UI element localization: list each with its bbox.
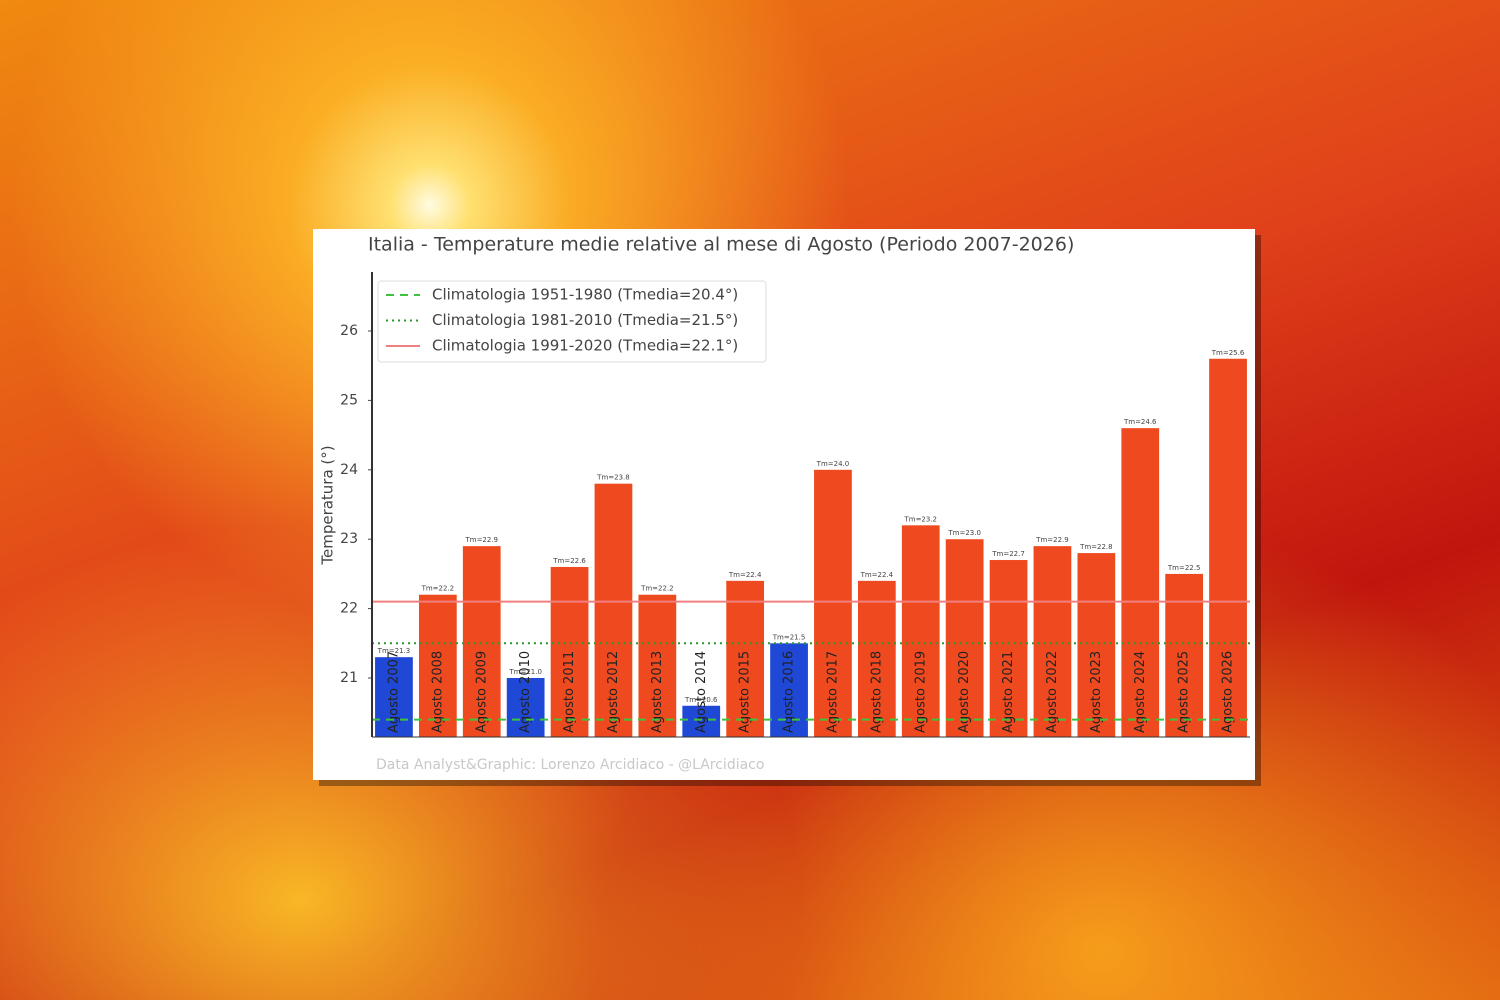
value-label: Tm=24.6 (1123, 418, 1157, 426)
bar (1209, 358, 1247, 737)
bar (1121, 428, 1160, 737)
bar (638, 594, 677, 737)
bar (726, 580, 765, 737)
value-label: Tm=22.4 (728, 571, 762, 579)
value-label: Tm=22.9 (1035, 536, 1069, 544)
value-label: Tm=21.3 (377, 647, 411, 655)
x-tick-label: Agosto 2016 (782, 651, 797, 733)
x-tick-label: Agosto 2020 (957, 651, 972, 733)
x-tick-label: Agosto 2021 (1001, 651, 1016, 733)
y-tick-label: 25 (340, 392, 358, 408)
x-tick-label: Agosto 2023 (1089, 651, 1104, 733)
value-label: Tm=21.0 (508, 668, 542, 676)
value-label: Tm=24.0 (816, 460, 850, 468)
value-label: Tm=22.7 (991, 550, 1025, 558)
y-tick-label: 21 (340, 670, 358, 686)
y-axis-label: Temperatura (°) (319, 445, 337, 565)
value-label: Tm=23.2 (903, 515, 937, 523)
x-tick-label: Agosto 2018 (869, 651, 884, 733)
value-label: Tm=25.6 (1211, 349, 1245, 357)
x-tick-label: Agosto 2026 (1221, 651, 1236, 733)
value-label: Tm=23.8 (596, 474, 630, 482)
value-label: Tm=20.6 (684, 696, 718, 704)
legend-label: Climatologia 1981-2010 (Tmedia=21.5°) (432, 311, 738, 329)
x-tick-label: Agosto 2017 (825, 651, 840, 733)
x-tick-label: Agosto 2022 (1045, 651, 1060, 733)
value-label: Tm=21.5 (772, 633, 806, 641)
value-label: Tm=22.2 (640, 585, 674, 593)
x-tick-label: Agosto 2008 (430, 651, 445, 733)
bar (814, 469, 852, 737)
bar (375, 657, 413, 737)
y-tick-label: 23 (340, 531, 358, 547)
value-label: Tm=22.6 (552, 557, 586, 565)
y-tick-label: 24 (340, 462, 358, 478)
legend-label: Climatologia 1991-2020 (Tmedia=22.1°) (432, 337, 738, 355)
bar (770, 643, 808, 737)
x-tick-label: Agosto 2025 (1177, 651, 1192, 733)
x-tick-label: Agosto 2013 (650, 651, 665, 733)
bar (550, 566, 589, 737)
x-tick-label: Agosto 2012 (606, 651, 621, 733)
bar (989, 560, 1028, 737)
y-tick-label: 26 (340, 323, 358, 339)
bar (1077, 553, 1116, 737)
bar (857, 580, 896, 737)
x-tick-label: Agosto 2007 (386, 651, 401, 733)
legend-label: Climatologia 1951-1980 (Tmedia=20.4°) (432, 286, 738, 304)
value-label: Tm=22.4 (860, 571, 894, 579)
bar (1033, 546, 1072, 737)
x-tick-label: Agosto 2010 (518, 651, 533, 733)
bar (594, 483, 633, 737)
x-tick-label: Agosto 2014 (694, 651, 709, 733)
x-tick-label: Agosto 2024 (1133, 651, 1148, 733)
x-tick-label: Agosto 2019 (913, 651, 928, 733)
bar (682, 705, 721, 737)
value-label: Tm=22.8 (1079, 543, 1113, 551)
bar (462, 546, 501, 737)
value-label: Tm=22.9 (464, 536, 498, 544)
x-tick-label: Agosto 2011 (562, 651, 577, 733)
x-tick-label: Agosto 2015 (738, 651, 753, 733)
value-label: Tm=22.5 (1167, 564, 1201, 572)
footer: Data Analyst&Graphic: Lorenzo Arcidiaco … (376, 757, 764, 773)
legend-box (377, 280, 767, 363)
bar (901, 525, 940, 737)
chart-title: Italia - Temperature medie relative al m… (368, 234, 1074, 256)
value-label: Tm=22.2 (421, 585, 455, 593)
y-tick-label: 22 (340, 601, 358, 617)
bar (506, 678, 545, 737)
bar (418, 594, 457, 737)
value-label: Tm=23.0 (947, 529, 981, 537)
bar (945, 539, 984, 737)
x-tick-label: Agosto 2009 (474, 651, 489, 733)
